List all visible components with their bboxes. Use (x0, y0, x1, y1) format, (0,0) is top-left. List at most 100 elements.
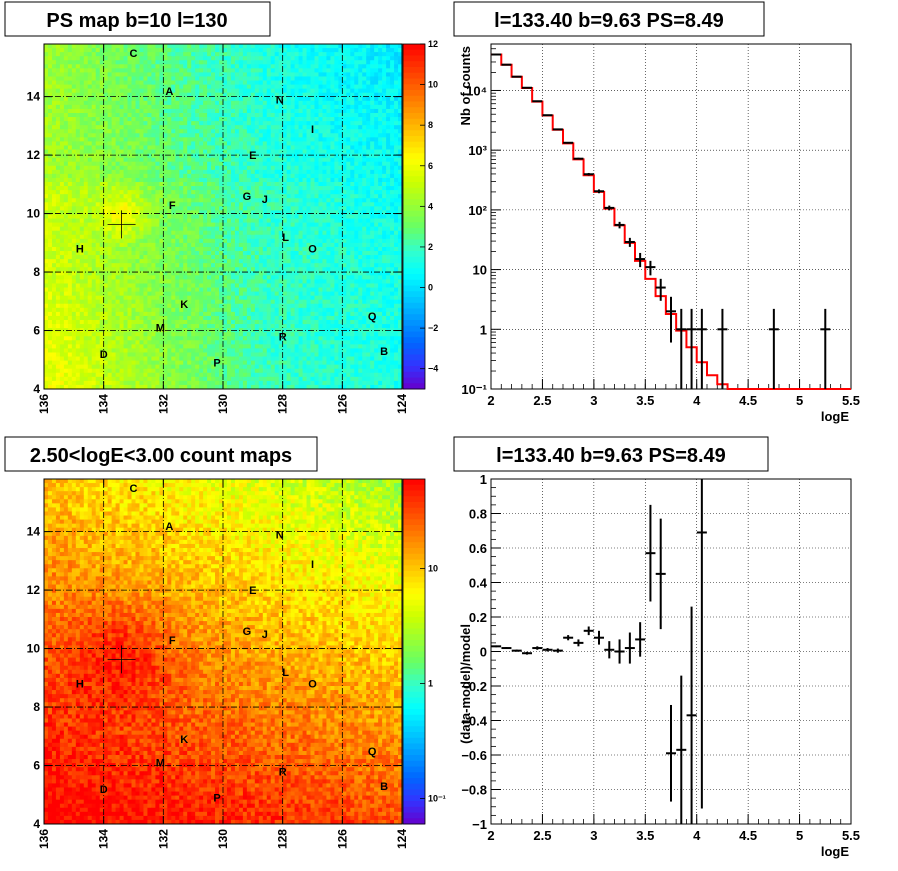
map-pixel (119, 48, 124, 53)
map-pixel (378, 44, 383, 49)
map-pixel (99, 161, 105, 167)
map-pixel (159, 165, 164, 171)
map-pixel (258, 218, 264, 223)
map-pixel (187, 238, 192, 244)
map-pixel (374, 48, 379, 53)
map-pixel (211, 145, 216, 150)
map-pixel (254, 246, 260, 252)
map-pixel (99, 76, 105, 81)
map-pixel (131, 121, 136, 126)
map-pixel (99, 238, 105, 244)
map-pixel (151, 255, 156, 260)
map-pixel (219, 141, 224, 146)
map-pixel (215, 141, 220, 146)
map-pixel (362, 263, 367, 268)
map-pixel (95, 52, 101, 57)
map-pixel (155, 88, 160, 94)
map-pixel (354, 76, 359, 81)
map-pixel (238, 100, 244, 106)
map-pixel (306, 125, 311, 130)
map-pixel (338, 194, 343, 199)
map-pixel (354, 100, 359, 106)
map-pixel (262, 259, 268, 264)
map-pixel (254, 234, 260, 240)
map-pixel (103, 48, 109, 53)
map-pixel (175, 202, 180, 207)
map-pixel (155, 226, 160, 232)
map-pixel (366, 161, 371, 167)
map-pixel (274, 76, 280, 81)
map-pixel (238, 125, 244, 130)
map-pixel (370, 129, 375, 134)
map-pixel (51, 113, 57, 118)
map-pixel (270, 230, 276, 236)
map-pixel (87, 153, 93, 159)
map-pixel (334, 263, 339, 268)
map-pixel (342, 202, 347, 207)
map-pixel (107, 113, 113, 118)
map-pixel (187, 230, 192, 236)
map-pixel (362, 104, 367, 110)
map-pixel (342, 259, 347, 264)
map-pixel (179, 129, 184, 134)
map-pixel (310, 230, 315, 236)
map-pixel (119, 125, 124, 130)
map-pixel (230, 100, 236, 106)
map-pixel (226, 129, 232, 134)
map-pixel (47, 96, 53, 102)
map-pixel (155, 64, 160, 69)
map-pixel (63, 242, 69, 248)
map-pixel (374, 202, 379, 207)
map-pixel (95, 113, 101, 118)
map-pixel (390, 210, 395, 215)
map-pixel (59, 194, 65, 199)
map-pixel (179, 194, 184, 199)
map-pixel (378, 88, 383, 94)
map-pixel (59, 52, 65, 57)
map-pixel (382, 259, 387, 264)
map-pixel (131, 206, 136, 211)
map-pixel (179, 190, 184, 195)
map-pixel (370, 149, 375, 154)
map-pixel (322, 194, 327, 199)
map-pixel (374, 60, 379, 65)
map-pixel (127, 149, 132, 154)
map-pixel (266, 145, 272, 150)
map-pixel (322, 230, 327, 236)
map-pixel (394, 68, 399, 73)
map-pixel (115, 210, 120, 215)
map-pixel (139, 242, 144, 248)
map-pixel (159, 145, 164, 150)
map-pixel (310, 255, 315, 260)
map-pixel (211, 72, 216, 77)
map-pixel (87, 234, 93, 240)
map-pixel (127, 234, 132, 240)
map-pixel (286, 104, 292, 110)
map-pixel (203, 48, 208, 53)
map-pixel (207, 251, 212, 256)
map-pixel (71, 64, 77, 69)
map-pixel (266, 165, 272, 171)
map-pixel (95, 149, 101, 154)
map-pixel (187, 177, 192, 183)
map-pixel (179, 68, 184, 73)
map-pixel (286, 182, 292, 187)
map-pixel (219, 44, 224, 49)
map-pixel (294, 92, 299, 98)
map-pixel (262, 68, 268, 73)
map-pixel (374, 108, 379, 114)
map-pixel (75, 108, 81, 114)
map-pixel (211, 84, 216, 90)
map-pixel (155, 96, 160, 102)
map-pixel (203, 80, 208, 85)
map-pixel (187, 267, 192, 272)
map-pixel (254, 173, 260, 179)
map-pixel (390, 52, 395, 57)
map-pixel (334, 157, 339, 163)
map-pixel (47, 186, 53, 191)
map-pixel (386, 198, 391, 203)
map-pixel (75, 198, 81, 203)
map-pixel (139, 202, 144, 207)
map-pixel (346, 182, 351, 187)
map-pixel (83, 238, 89, 244)
